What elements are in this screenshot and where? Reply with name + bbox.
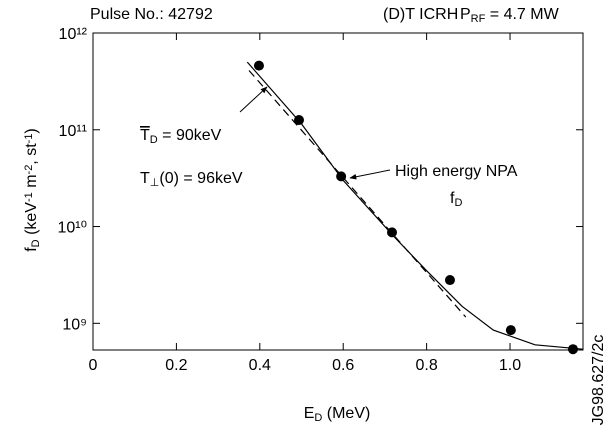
x-axis-label-part: (MeV) (322, 405, 370, 422)
data-point (567, 344, 578, 355)
x-tick-label: 0.8 (415, 357, 437, 374)
x-tick-label: 0 (89, 357, 98, 374)
header-text: Pulse No.: 42792 (90, 6, 213, 23)
data-point (505, 325, 516, 336)
plot-frame (92, 32, 584, 351)
header-text-part: P (460, 6, 471, 23)
annotation-arrow (239, 86, 268, 113)
header-text-part: = 4.7 MW (485, 6, 559, 23)
x-tick-label: 1.0 (499, 357, 521, 374)
header-text: (D)T ICRH (383, 6, 458, 23)
annotation: fD (450, 190, 462, 209)
header-text-part: (D)T ICRH (383, 6, 458, 23)
annotation: High energy NPA (395, 163, 518, 180)
y-axis-label-part: -1 (23, 134, 35, 144)
annotation-part: (0) = 96keV (159, 170, 242, 187)
annotation-part: D (454, 197, 462, 209)
annotation: JG98.627/2c (590, 335, 607, 426)
y-axis-label-part: D (30, 239, 42, 247)
data-point (294, 115, 305, 126)
y-tick-label: 10⁹ (62, 316, 87, 333)
annotation-part: T (140, 127, 150, 144)
annotation-part: JG98.627/2c (590, 335, 607, 426)
y-axis-label-part: -1 (23, 192, 35, 202)
y-tick-label: 10¹¹ (59, 123, 87, 140)
annotation-part: D (150, 134, 158, 146)
x-axis-label: ED (MeV) (304, 405, 371, 424)
annotation-part: = 90keV (158, 127, 222, 144)
y-axis-label-part: (keV (23, 202, 40, 240)
fit-line (246, 61, 584, 350)
y-axis-label-part: m (23, 174, 40, 192)
y-axis-label: fD (keV-1 m-2, st-1) (23, 128, 42, 252)
data-point (336, 171, 347, 182)
annotation-part: ⊥ (150, 177, 160, 189)
x-axis-label-part: D (314, 412, 322, 424)
data-point (444, 275, 455, 286)
annotation: TD = 90keV (140, 127, 222, 146)
y-tick-label: 10¹⁰ (57, 220, 87, 237)
y-axis-label-part: -2 (23, 165, 35, 175)
annotation-part: High energy NPA (395, 163, 518, 180)
x-axis-label-part: E (304, 405, 315, 422)
y-axis-label-part: ) (23, 128, 40, 133)
annotation-part: f (450, 190, 455, 207)
annotation-arrow (349, 169, 391, 180)
annotation-part: T (140, 170, 150, 187)
y-axis-label-part: f (23, 247, 40, 252)
header-text-part: RF (471, 13, 486, 25)
x-tick-label: 0.4 (249, 357, 271, 374)
header-text: PRF = 4.7 MW (460, 6, 560, 25)
dashed-fit-line (248, 70, 467, 318)
header-text-part: Pulse No.: 42792 (90, 6, 213, 23)
x-tick-label: 0.6 (332, 357, 354, 374)
y-axis-label-part: , st (23, 143, 40, 165)
x-tick-label: 0.2 (165, 357, 187, 374)
data-point (253, 60, 264, 71)
annotation: T⊥(0) = 96keV (140, 170, 243, 189)
data-point (387, 227, 398, 238)
y-tick-label: 10¹² (59, 26, 88, 43)
